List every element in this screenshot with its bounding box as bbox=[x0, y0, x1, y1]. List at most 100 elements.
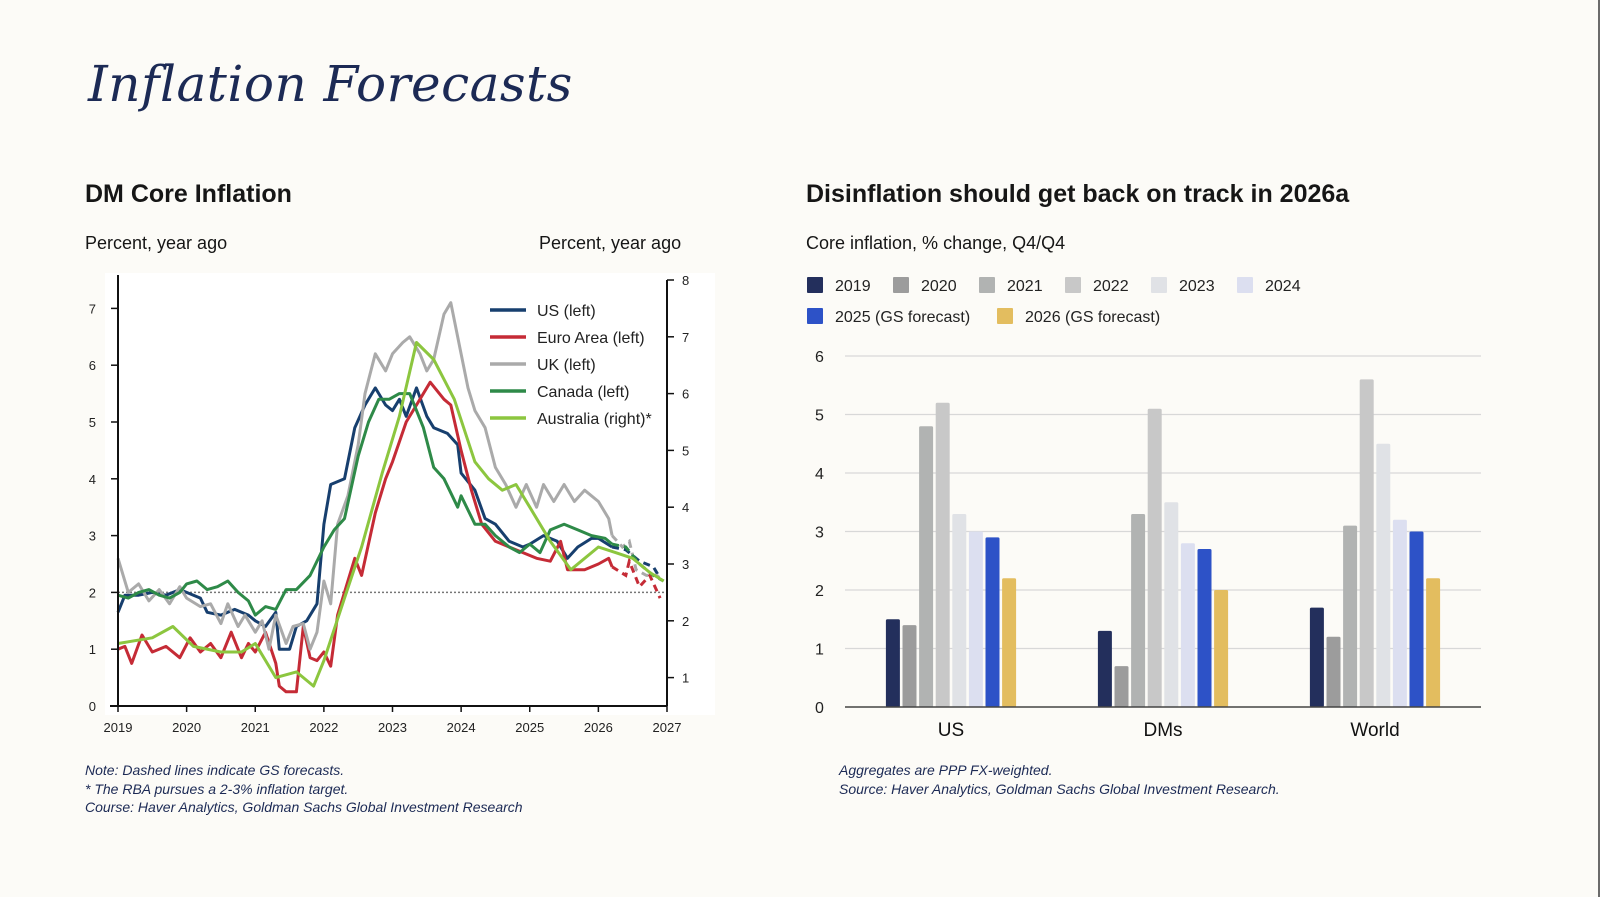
note-line: Source: Haver Analytics, Goldman Sachs G… bbox=[839, 780, 1280, 797]
x-tick-label: 2025 bbox=[515, 720, 544, 735]
legend-swatch bbox=[1065, 277, 1081, 293]
right-chart-title: Disinflation should get back on track in… bbox=[806, 180, 1350, 208]
y-tick-label: 4 bbox=[815, 466, 824, 483]
series-forecast-line-1 bbox=[611, 556, 662, 599]
legend-label: 2023 bbox=[1179, 278, 1215, 295]
y-tick-label: 1 bbox=[815, 642, 824, 659]
note-line: Note: Dashed lines indicate GS forecasts… bbox=[85, 762, 345, 778]
bar-dms-2023 bbox=[1164, 502, 1179, 708]
legend-swatch bbox=[997, 308, 1013, 324]
bar-world-2021 bbox=[1343, 525, 1358, 707]
legend-label: Canada (left) bbox=[537, 384, 630, 401]
plot-background bbox=[105, 273, 715, 715]
legend-swatch bbox=[979, 277, 995, 293]
legend-label: 2025 (GS forecast) bbox=[835, 309, 970, 326]
y2-tick-label: 4 bbox=[682, 500, 689, 515]
y-tick-label: 3 bbox=[89, 529, 96, 544]
series-line-3 bbox=[117, 392, 614, 617]
legend-label: 2021 bbox=[1007, 278, 1043, 295]
left-notes: Note: Dashed lines indicate GS forecasts… bbox=[85, 761, 523, 817]
series-forecast-line-0 bbox=[611, 545, 662, 579]
y-tick-label: 0 bbox=[89, 699, 96, 714]
bar-us-2025 bbox=[985, 537, 1000, 707]
y2-tick-label: 5 bbox=[682, 443, 689, 458]
legend-swatch bbox=[807, 308, 823, 324]
y-tick-label: 6 bbox=[89, 358, 96, 373]
series-group bbox=[116, 301, 665, 694]
bar-world-2026 bbox=[1426, 578, 1441, 707]
axes-group: 0 1 2 3 4 5 6 7 1 2 3 4 5 6 7 8 2019 2020 2021 2022 2023 2024… bbox=[89, 273, 689, 735]
left-chart-title: DM Core Inflation bbox=[85, 180, 292, 208]
x-tick-label: 2027 bbox=[653, 720, 682, 735]
bar-world-2022 bbox=[1359, 379, 1374, 707]
y-tick-label: 0 bbox=[815, 700, 824, 717]
legend-swatch bbox=[807, 277, 823, 293]
bar-world-2023 bbox=[1376, 443, 1391, 708]
axes-group: 0 1 2 3 4 5 6 US DMs World bbox=[815, 349, 1481, 741]
note-line: * The RBA pursues a 2-3% inflation targe… bbox=[85, 780, 349, 797]
gridlines bbox=[845, 355, 1481, 650]
legend-label: US (left) bbox=[537, 303, 596, 320]
y2-tick-label: 1 bbox=[682, 671, 689, 686]
legend-label: Euro Area (left) bbox=[537, 330, 645, 347]
legend-swatch bbox=[1151, 277, 1167, 293]
bar-world-2025 bbox=[1409, 531, 1424, 707]
legend-label: 2020 bbox=[921, 278, 957, 295]
bar-chart: 2019 2020 2021 2022 2023 2024 2025 (GS forecas… bbox=[807, 277, 1481, 741]
x-tick-label: 2026 bbox=[584, 720, 613, 735]
bar-us-2021 bbox=[919, 426, 934, 707]
category-label: DMs bbox=[1143, 720, 1182, 741]
legend-label: Australia (right)* bbox=[537, 411, 652, 428]
page-title: Inflation Forecasts bbox=[88, 55, 573, 113]
series-line-2 bbox=[116, 301, 614, 651]
y-tick-label: 5 bbox=[89, 415, 96, 430]
bar-dms-2022 bbox=[1147, 408, 1162, 707]
bar-dms-2020 bbox=[1114, 666, 1129, 707]
bar-world-2019 bbox=[1309, 607, 1324, 707]
legend-label: 2022 bbox=[1093, 278, 1129, 295]
series-line-0 bbox=[116, 386, 613, 651]
line-chart: 0 1 2 3 4 5 6 7 1 2 3 4 5 6 7 8 2019 2020 2021 2022 2023 2024… bbox=[89, 273, 715, 735]
y2-tick-label: 2 bbox=[682, 614, 689, 629]
y-tick-label: 6 bbox=[815, 349, 824, 366]
x-tick-label: 2024 bbox=[447, 720, 476, 735]
bar-us-2024 bbox=[968, 531, 983, 707]
legend-label: UK (left) bbox=[537, 357, 596, 374]
legend: 2019 2020 2021 2022 2023 2024 2025 (GS forecas… bbox=[807, 277, 1301, 326]
bar-us-2019 bbox=[885, 619, 900, 708]
right-notes: Aggregates are PPP FX-weighted. Source: … bbox=[839, 761, 1280, 798]
x-tick-label: 2020 bbox=[172, 720, 201, 735]
series-line-4 bbox=[117, 341, 665, 688]
y2-tick-label: 3 bbox=[682, 557, 689, 572]
bar-world-2024 bbox=[1392, 519, 1407, 707]
y2-tick-label: 6 bbox=[682, 387, 689, 402]
note-line: Aggregates are PPP FX-weighted. bbox=[839, 762, 1053, 778]
y2-tick-label: 8 bbox=[682, 273, 689, 288]
x-tick-label: 2023 bbox=[378, 720, 407, 735]
y-tick-label: 4 bbox=[89, 472, 96, 487]
bar-dms-2021 bbox=[1131, 514, 1146, 707]
y-tick-label: 5 bbox=[815, 408, 824, 425]
bar-dms-2026 bbox=[1214, 590, 1229, 707]
window-edge bbox=[1598, 0, 1600, 897]
bar-world-2020 bbox=[1326, 636, 1341, 707]
bar-us-2026 bbox=[1002, 578, 1017, 707]
y-tick-label: 3 bbox=[815, 525, 824, 542]
category-label: US bbox=[938, 720, 964, 741]
legend-label: 2024 bbox=[1265, 278, 1301, 295]
x-tick-label: 2021 bbox=[241, 720, 270, 735]
bars-group bbox=[885, 379, 1441, 708]
left-axis-label: Percent, year ago bbox=[85, 233, 228, 253]
bar-dms-2025 bbox=[1197, 549, 1212, 707]
right-axis-label: Percent, year ago bbox=[539, 233, 682, 253]
bar-us-2023 bbox=[952, 514, 967, 707]
y-tick-label: 2 bbox=[89, 585, 96, 600]
x-tick-label: 2022 bbox=[309, 720, 338, 735]
legend-swatch bbox=[893, 277, 909, 293]
legend-swatch bbox=[1237, 277, 1253, 293]
legend-label: 2019 bbox=[835, 278, 871, 295]
right-chart-subtitle: Core inflation, % change, Q4/Q4 bbox=[806, 233, 1066, 253]
y2-tick-label: 7 bbox=[682, 330, 689, 345]
legend-label: 2026 (GS forecast) bbox=[1025, 309, 1160, 326]
x-tick-label: 2019 bbox=[104, 720, 133, 735]
